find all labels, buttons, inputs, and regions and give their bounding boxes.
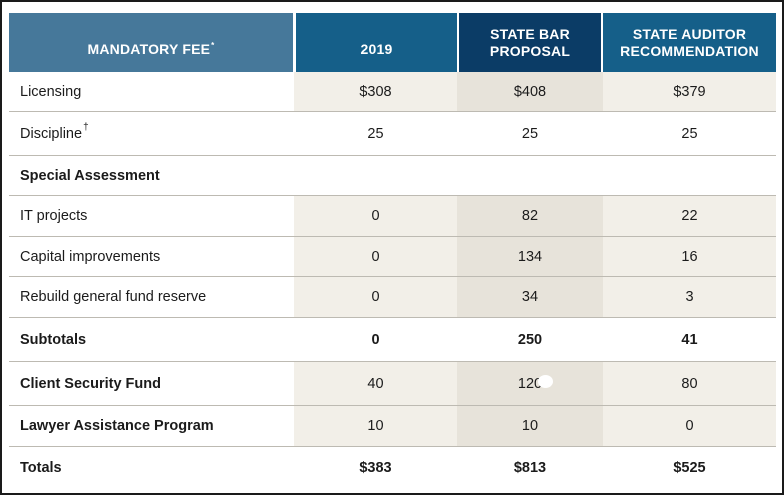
cell-2019: 10 xyxy=(294,406,457,446)
cell-2019: 0 xyxy=(294,277,457,317)
cell-2019: 40 xyxy=(294,362,457,405)
row-label: Licensing xyxy=(20,83,82,100)
row-label: Subtotals xyxy=(20,331,87,348)
fee-table: MANDATORY FEE * 2019 STATE BAR PROPOSAL S… xyxy=(9,13,776,488)
cell-state-bar: 120 xyxy=(457,362,603,405)
table-row: Discipline † 25 25 25 xyxy=(9,112,776,156)
table-row: Rebuild general fund reserve 0 34 3 xyxy=(9,277,776,318)
table-row: Licensing $308 $408 $379 xyxy=(9,72,776,112)
row-label: Lawyer Assistance Program xyxy=(20,418,214,434)
header-mandatory-fee: MANDATORY FEE * xyxy=(9,13,293,72)
white-blot xyxy=(538,375,553,388)
cell-state-bar: 34 xyxy=(457,277,603,317)
dagger-mark: † xyxy=(83,122,89,133)
cell-auditor: 25 xyxy=(681,125,698,142)
cell-state-bar: $813 xyxy=(513,459,547,476)
table-row: IT projects 0 82 22 xyxy=(9,196,776,237)
cell-auditor: 41 xyxy=(681,331,698,348)
table-row: Lawyer Assistance Program 10 10 0 xyxy=(9,406,776,447)
header-auditor-label: STATE AUDITOR RECOMMENDATION xyxy=(620,25,759,59)
subtotal-row: Subtotals 0 250 41 xyxy=(9,318,776,362)
cell-state-bar: 250 xyxy=(517,331,543,348)
table-row: Client Security Fund 40 120 80 xyxy=(9,362,776,406)
cell-2019: 0 xyxy=(294,237,457,276)
cell-2019: 0 xyxy=(371,331,380,348)
row-label: Capital improvements xyxy=(20,248,161,265)
header-2019: 2019 xyxy=(296,13,457,72)
header-fee-label: MANDATORY FEE xyxy=(87,41,211,57)
section-label: Special Assessment xyxy=(20,167,160,184)
cell-state-bar: $408 xyxy=(457,72,603,111)
cell-2019: $308 xyxy=(294,72,457,111)
row-label: Rebuild general fund reserve xyxy=(20,289,207,305)
cell-auditor: 0 xyxy=(603,406,776,446)
header-state-auditor-recommendation: STATE AUDITOR RECOMMENDATION xyxy=(603,13,776,72)
cell-auditor: $379 xyxy=(603,72,776,111)
cell-state-bar: 10 xyxy=(457,406,603,446)
section-row: Special Assessment xyxy=(9,156,776,196)
cell-value: 120 xyxy=(517,375,543,392)
totals-row: Totals $383 $813 $525 xyxy=(9,447,776,488)
header-state-bar-label: STATE BAR PROPOSAL xyxy=(489,25,571,59)
row-label: Client Security Fund xyxy=(20,375,161,392)
cell-auditor: 3 xyxy=(603,277,776,317)
header-state-bar-proposal: STATE BAR PROPOSAL xyxy=(459,13,601,72)
cell-auditor: 80 xyxy=(603,362,776,405)
cell-state-bar: 82 xyxy=(457,196,603,236)
cell-auditor: 16 xyxy=(603,237,776,276)
row-label: Discipline xyxy=(20,125,83,142)
header-fee-mark: * xyxy=(211,41,215,50)
table-row: Capital improvements 0 134 16 xyxy=(9,237,776,277)
cell-auditor: $525 xyxy=(673,459,706,476)
cell-auditor: 22 xyxy=(603,196,776,236)
row-label-wrap: Discipline † xyxy=(9,112,294,155)
cell-state-bar: 134 xyxy=(457,237,603,276)
cell-2019: 25 xyxy=(367,125,384,142)
cell-state-bar: 25 xyxy=(521,125,539,142)
table-header: MANDATORY FEE * 2019 STATE BAR PROPOSAL S… xyxy=(9,13,776,72)
row-label: Totals xyxy=(20,459,62,476)
cell-2019: 0 xyxy=(294,196,457,236)
row-label: IT projects xyxy=(20,208,88,224)
cell-2019: $383 xyxy=(359,459,392,476)
